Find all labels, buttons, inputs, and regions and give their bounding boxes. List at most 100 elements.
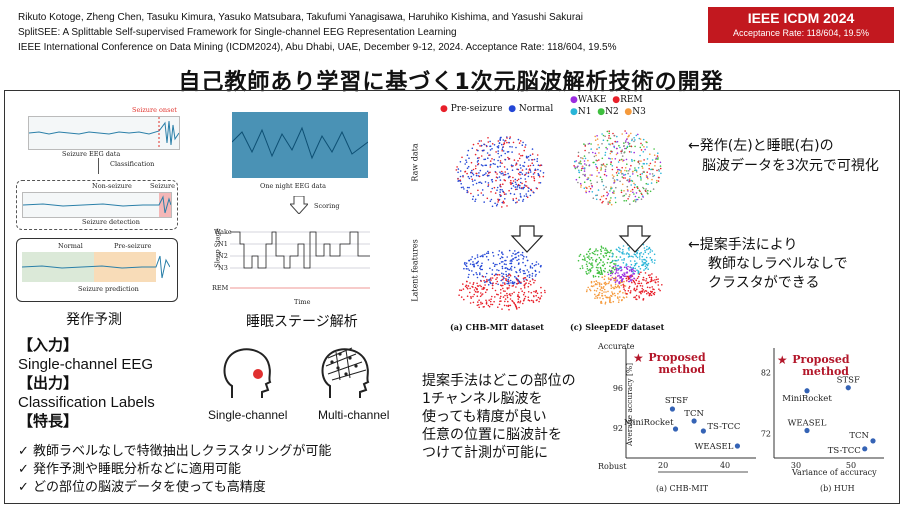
cluster-point <box>532 164 535 167</box>
cluster-point <box>487 184 490 186</box>
cluster-point <box>458 294 460 296</box>
cluster-point <box>518 258 520 261</box>
cluster-point <box>619 256 622 258</box>
cluster-point <box>501 278 504 281</box>
cluster-point <box>580 184 582 187</box>
cluster-point <box>523 280 525 282</box>
cluster-point <box>612 266 615 268</box>
cluster-point <box>503 263 506 265</box>
cluster-point <box>496 277 498 279</box>
cluster-point <box>481 262 483 265</box>
cluster-point <box>497 254 500 256</box>
seizure-fig-label: 発作予測 <box>66 312 122 328</box>
cluster-point <box>600 166 602 169</box>
cluster-point <box>635 255 638 257</box>
cluster-point <box>522 198 525 201</box>
cluster-point <box>604 151 607 154</box>
cluster-point <box>609 137 612 140</box>
cluster-point <box>599 267 602 270</box>
cluster-point <box>497 283 499 286</box>
cluster-point <box>638 280 640 283</box>
cluster-point <box>644 272 647 274</box>
cluster-point <box>573 160 576 163</box>
cluster-point <box>496 269 498 271</box>
cluster-point <box>621 183 624 186</box>
cluster-point <box>612 253 614 255</box>
cluster-point <box>516 168 518 170</box>
cluster-point <box>615 256 618 258</box>
cluster-point <box>610 274 612 277</box>
cluster-point <box>504 152 506 155</box>
cluster-point <box>477 260 479 263</box>
cluster-point <box>509 273 511 276</box>
cluster-point <box>590 182 593 185</box>
cluster-point <box>530 299 533 302</box>
cluster-point <box>512 176 514 179</box>
cluster-point <box>519 173 521 176</box>
cluster-point <box>647 189 649 192</box>
cluster-point <box>644 148 646 151</box>
cluster-point <box>648 247 651 249</box>
cluster-point <box>480 285 482 288</box>
cluster-point <box>596 294 599 297</box>
cluster-point <box>518 153 520 155</box>
cluster-point <box>508 304 510 307</box>
cluster-point <box>529 171 532 173</box>
output-heading: 【出力】 <box>18 374 79 392</box>
seizure-label: Seizure <box>150 182 175 190</box>
cluster-point <box>526 196 529 199</box>
cluster-point <box>604 281 607 284</box>
cluster-point <box>632 273 634 275</box>
cluster-point <box>635 169 637 171</box>
cluster-point <box>475 174 478 177</box>
cluster-point <box>525 172 528 174</box>
cluster-point <box>527 165 530 167</box>
cluster-point <box>532 301 535 304</box>
cluster-point <box>642 187 645 190</box>
stage-rem: REM <box>212 284 229 292</box>
cluster-point <box>641 261 644 263</box>
cluster-point <box>602 200 604 203</box>
cluster-point <box>645 290 648 292</box>
note-cluster: ←提案手法により 教師なしラベルなしで クラスタができる <box>688 236 848 293</box>
cluster-point <box>630 280 632 282</box>
accuracy-charts: Accurate Robust Average accuracy [%] (a)… <box>598 340 898 500</box>
cluster-point <box>488 174 490 177</box>
cluster-point <box>643 159 645 161</box>
cluster-point <box>595 198 598 201</box>
cluster-point <box>611 165 614 167</box>
cluster-point <box>649 286 651 289</box>
cluster-point <box>591 252 594 254</box>
cluster-point <box>596 167 599 169</box>
cluster-point <box>501 265 504 268</box>
cluster-point <box>476 161 479 163</box>
cluster-point <box>581 165 584 168</box>
cluster-point <box>593 289 596 292</box>
cluster-point <box>533 179 536 182</box>
cluster-point <box>505 259 507 262</box>
cluster-point <box>465 262 468 264</box>
cluster-point <box>508 308 510 311</box>
cluster-point <box>639 284 642 287</box>
cluster-point <box>649 251 651 253</box>
cluster-point <box>585 253 588 255</box>
cluster-point <box>507 172 509 175</box>
cluster-point <box>531 272 534 275</box>
cluster-point <box>604 170 607 173</box>
cluster-point <box>603 291 605 293</box>
cluster-point <box>618 172 620 174</box>
cluster-point <box>626 188 629 191</box>
cluster-point <box>463 188 465 190</box>
scoring-label: Scoring <box>314 202 340 210</box>
data-point <box>870 438 876 444</box>
cluster-point <box>605 291 607 293</box>
cluster-point <box>497 140 500 142</box>
cluster-point <box>602 255 605 257</box>
stage-n1: N1 <box>218 240 228 248</box>
cluster-point <box>589 174 591 176</box>
y-tick-label: 82 <box>761 368 771 377</box>
cluster-point <box>534 269 537 272</box>
cluster-point <box>478 299 480 301</box>
cluster-point <box>634 260 636 262</box>
point-label: STSF <box>665 396 688 406</box>
